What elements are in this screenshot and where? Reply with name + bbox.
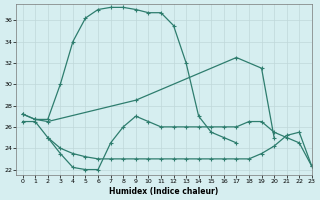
X-axis label: Humidex (Indice chaleur): Humidex (Indice chaleur) xyxy=(109,187,219,196)
